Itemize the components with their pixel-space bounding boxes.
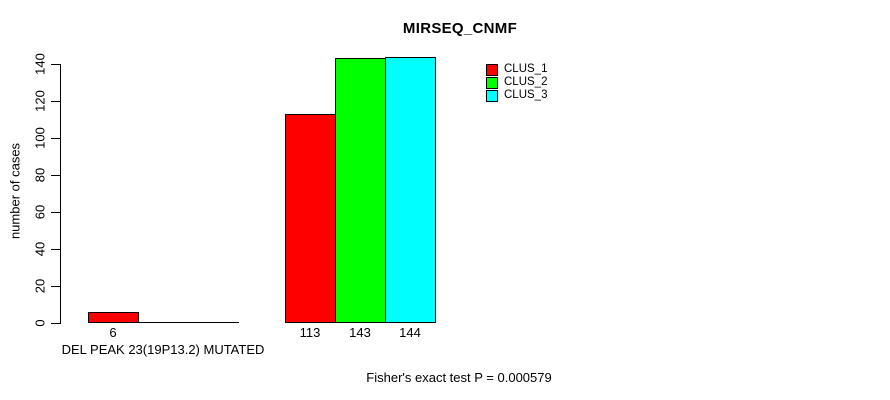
bar-clus_1-group-2 xyxy=(285,114,336,323)
y-axis-tick xyxy=(51,323,60,324)
legend-label: CLUS_2 xyxy=(504,76,548,88)
y-axis-line xyxy=(60,64,61,324)
y-axis-tick-label: 40 xyxy=(32,241,48,257)
legend: CLUS_1 CLUS_2 CLUS_3 xyxy=(486,63,547,102)
y-axis-tick-label: 60 xyxy=(32,204,48,220)
y-axis-tick xyxy=(51,212,60,213)
y-axis-tick xyxy=(51,101,60,102)
bar-value-label: 6 xyxy=(109,325,117,340)
y-axis-tick-label: 20 xyxy=(32,278,48,294)
y-axis-tick xyxy=(51,175,60,176)
y-axis-tick-label: 100 xyxy=(32,127,48,149)
x-category-label-mutated: DEL PEAK 23(19P13.2) MUTATED xyxy=(61,342,265,357)
legend-swatch-icon xyxy=(486,89,498,102)
y-axis-tick-label: 120 xyxy=(32,90,48,112)
y-axis-tick-label: 0 xyxy=(32,319,48,327)
legend-item-clus_1: CLUS_1 xyxy=(486,63,547,76)
legend-label: CLUS_1 xyxy=(504,63,548,75)
bar-value-label: 143 xyxy=(349,325,371,340)
legend-item-clus_3: CLUS_3 xyxy=(486,89,547,102)
y-axis-tick xyxy=(51,138,60,139)
y-axis-tick-label: 80 xyxy=(32,167,48,183)
y-axis-tick xyxy=(51,249,60,250)
bar-clus_3-group-2 xyxy=(385,57,436,323)
legend-label: CLUS_3 xyxy=(504,89,548,101)
legend-swatch-icon xyxy=(486,63,498,76)
bar-value-label: 113 xyxy=(299,325,321,340)
y-axis-tick xyxy=(51,286,60,287)
bar-clus_1-group-1 xyxy=(88,312,139,323)
chart-title: MIRSEQ_CNMF xyxy=(402,20,518,37)
y-axis-tick-label: 140 xyxy=(32,53,48,75)
y-axis-tick xyxy=(51,64,60,65)
bar-clus_2-group-2 xyxy=(335,58,386,323)
fisher-test-annotation: Fisher's exact test P = 0.000579 xyxy=(366,370,552,385)
zero-baseline xyxy=(88,322,239,323)
legend-swatch-icon xyxy=(486,76,498,89)
bar-value-label: 144 xyxy=(399,325,421,340)
legend-item-clus_2: CLUS_2 xyxy=(486,76,547,89)
